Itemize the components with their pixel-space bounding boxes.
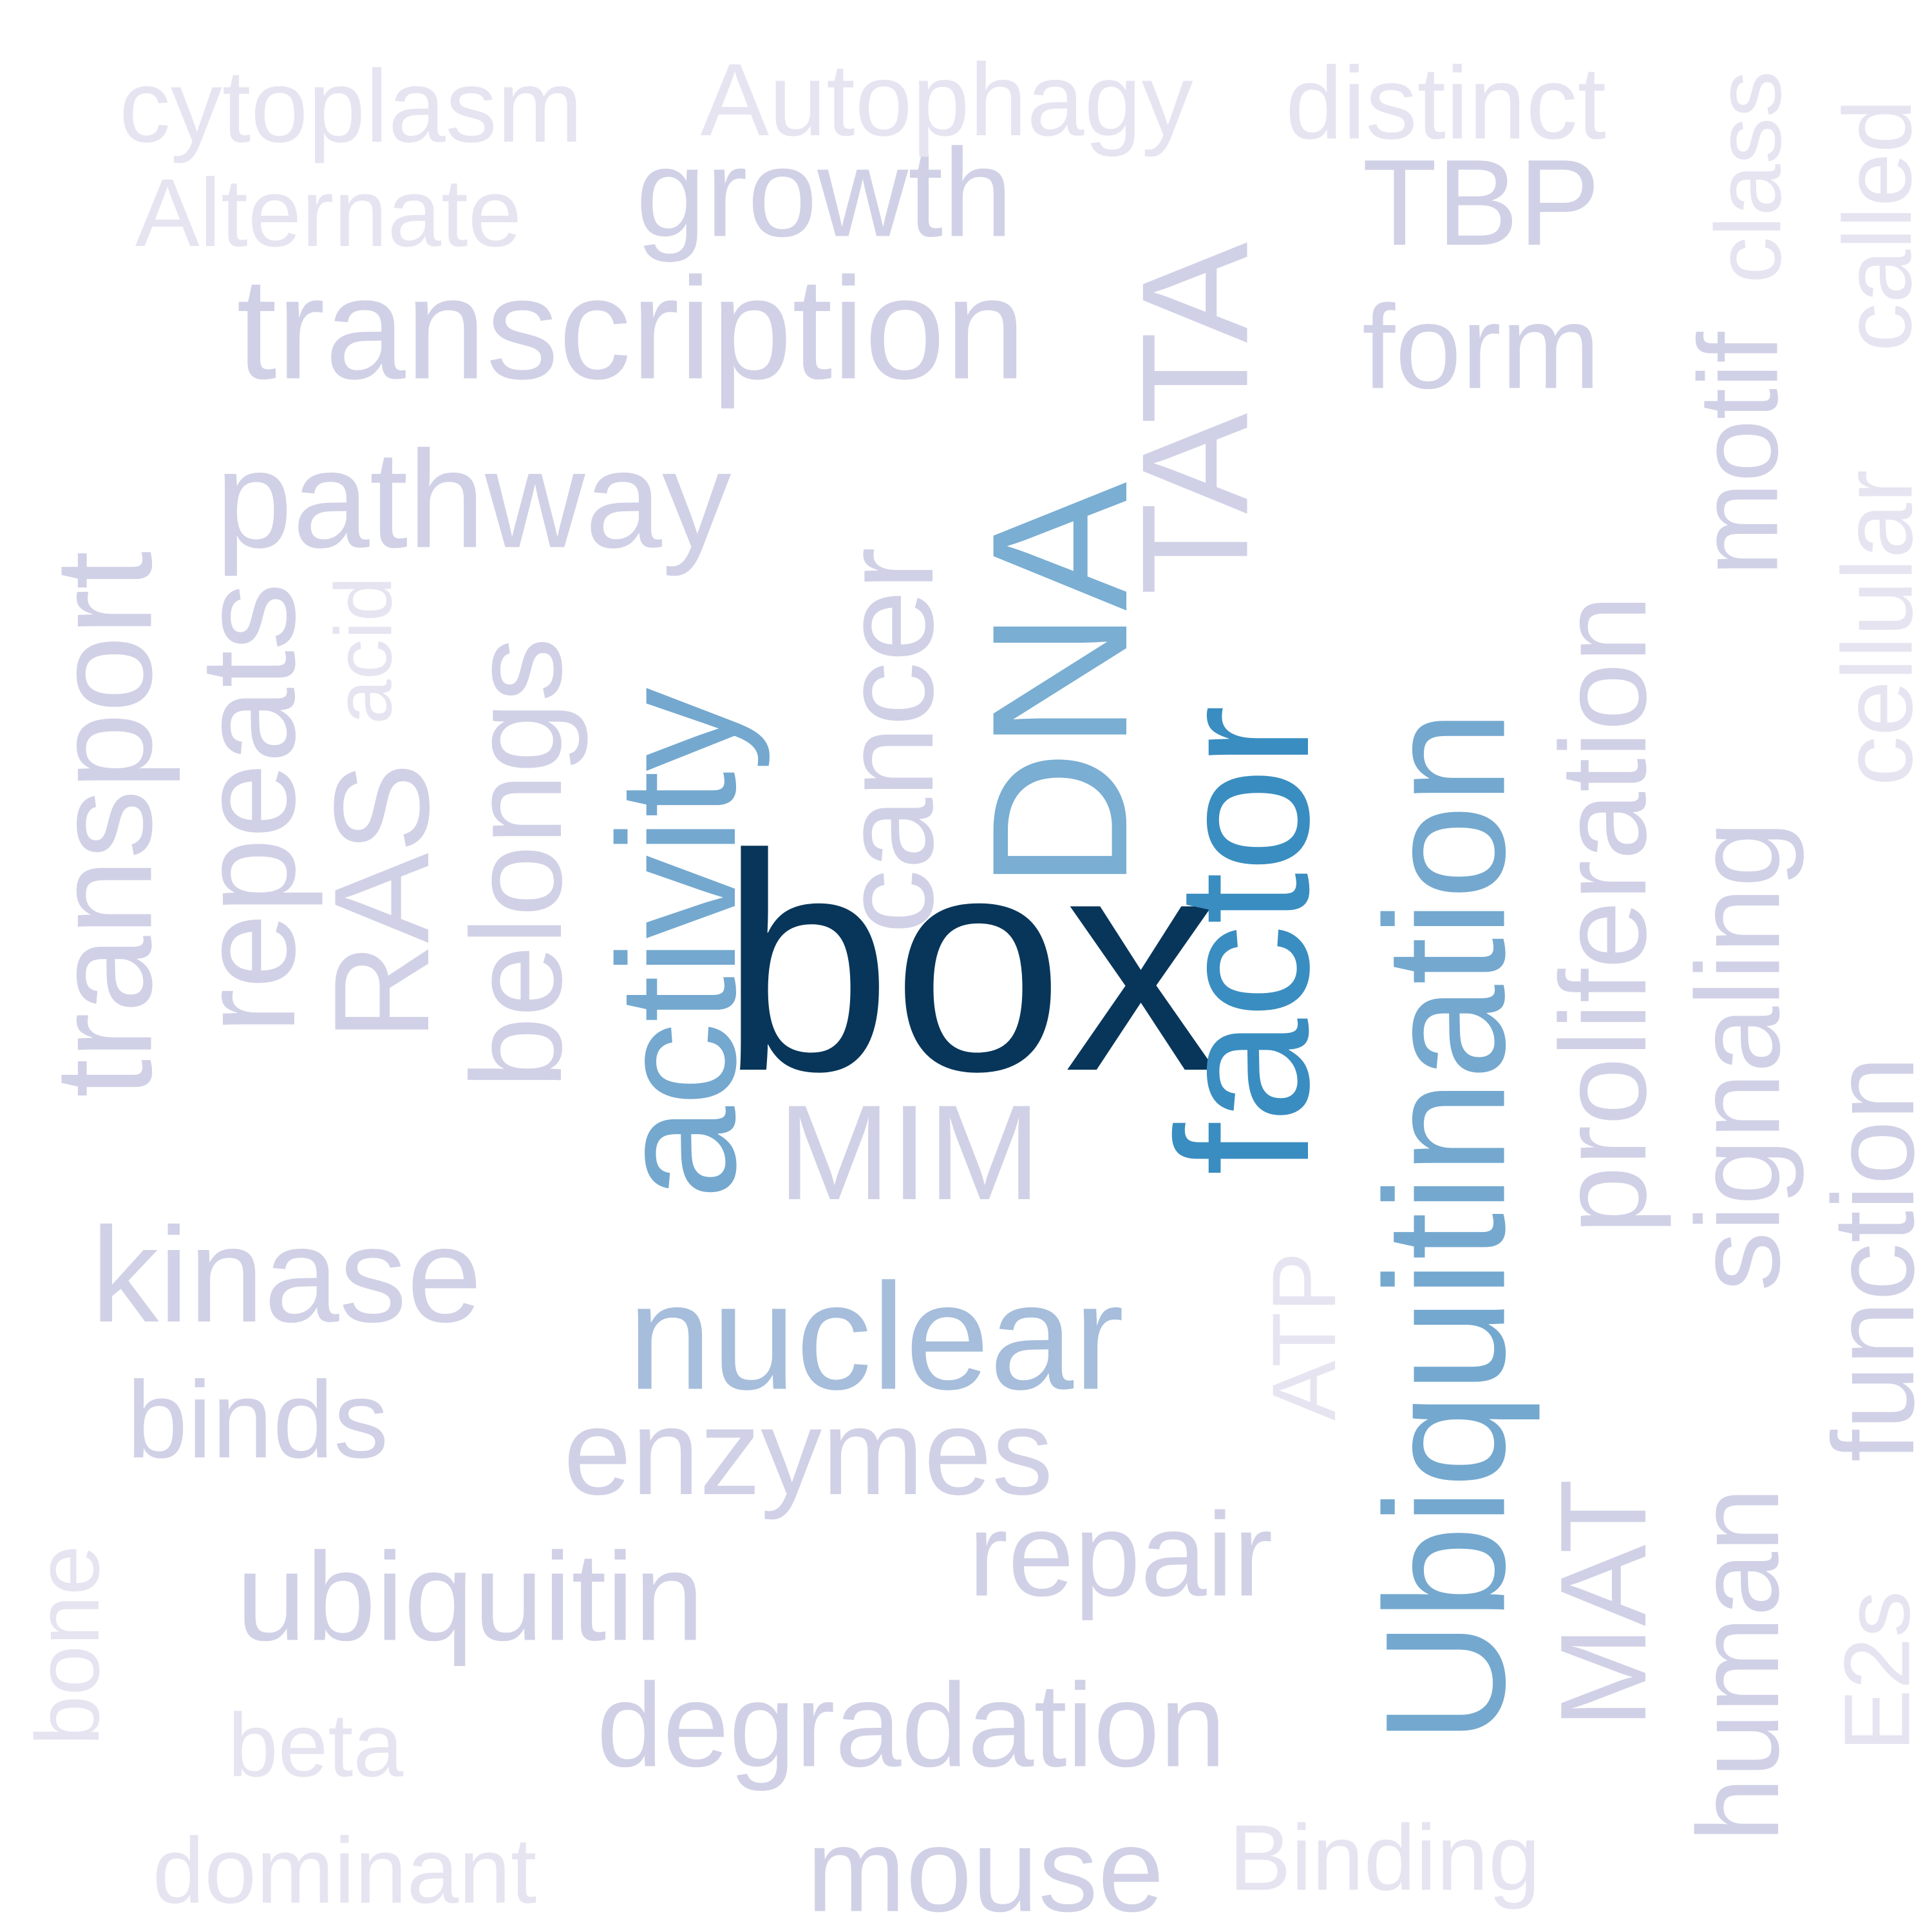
word-mat: MAT — [1535, 1479, 1672, 1728]
word-cytoplasm: cytoplasm — [118, 48, 583, 164]
word-signaling: signaling — [1672, 820, 1805, 1292]
word-beta: beta — [227, 1694, 404, 1795]
word-pathway: pathway — [215, 421, 732, 577]
word-class: class — [1696, 70, 1801, 284]
word-kinase: kinase — [91, 1199, 482, 1350]
word-function: function — [1809, 1056, 1932, 1463]
word-acid: acid — [319, 576, 409, 724]
word-called: called — [1823, 99, 1931, 352]
word-proliferation: proliferation — [1535, 594, 1672, 1235]
word-ras: RAS — [306, 762, 457, 1041]
word-dominant: dominant — [152, 1818, 537, 1923]
word-binding: Binding — [1229, 1805, 1540, 1910]
word-binds: binds — [126, 1359, 389, 1481]
word-mim: MIM — [777, 1077, 1041, 1228]
word-ubiquitin: ubiquitin — [236, 1526, 705, 1667]
word-atp: ATP — [1253, 1252, 1354, 1421]
word-growth: growth — [636, 122, 1013, 263]
word-ubiquitination: Ubiquitination — [1350, 710, 1541, 1744]
word-enzymes: enzymes — [563, 1384, 1054, 1520]
word-degradation: degradation — [596, 1659, 1226, 1792]
word-transcription: transcription — [236, 247, 1026, 410]
word-cancer: cancer — [817, 547, 960, 934]
word-belongs: belongs — [445, 637, 589, 1089]
word-activity: activity — [584, 687, 771, 1200]
word-tbp: TBP — [1362, 135, 1600, 271]
word-repair: repair — [968, 1488, 1273, 1622]
word-bone: bone — [17, 1545, 118, 1746]
word-e2s: E2s — [1824, 1591, 1929, 1752]
word-motif: motif — [1676, 332, 1802, 576]
word-repeats: repeats — [172, 582, 323, 1034]
word-alternate: Alternate — [135, 158, 522, 267]
word-factor: factor — [1138, 705, 1348, 1176]
word-transport: transport — [25, 551, 181, 1098]
word-mouse: mouse — [806, 1804, 1164, 1932]
word-cellular: cellular — [1821, 469, 1932, 786]
word-human: human — [1674, 1487, 1803, 1842]
word-box: box — [720, 790, 1218, 1135]
word-nuclear: nuclear — [627, 1251, 1124, 1421]
word-distinct: distinct — [1285, 45, 1606, 160]
word-form: form — [1362, 281, 1600, 414]
word-autophagy: Autophagy — [700, 42, 1193, 157]
word-tata: TATA — [1110, 242, 1280, 596]
